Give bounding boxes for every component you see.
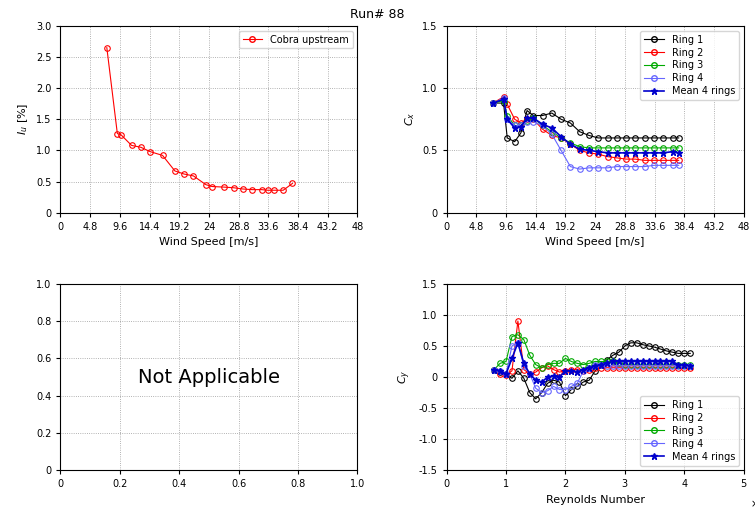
Legend: Cobra upstream: Cobra upstream: [239, 31, 353, 49]
X-axis label: Reynolds Number: Reynolds Number: [546, 495, 645, 505]
Y-axis label: $I_u$ [%]: $I_u$ [%]: [17, 103, 30, 135]
Legend: Ring 1, Ring 2, Ring 3, Ring 4, Mean 4 rings: Ring 1, Ring 2, Ring 3, Ring 4, Mean 4 r…: [640, 396, 739, 466]
Text: $\times\,10^5$: $\times\,10^5$: [750, 497, 755, 510]
X-axis label: Wind Speed [m/s]: Wind Speed [m/s]: [159, 237, 259, 247]
Legend: Ring 1, Ring 2, Ring 3, Ring 4, Mean 4 rings: Ring 1, Ring 2, Ring 3, Ring 4, Mean 4 r…: [640, 31, 739, 100]
X-axis label: Wind Speed [m/s]: Wind Speed [m/s]: [545, 237, 645, 247]
Y-axis label: $C_x$: $C_x$: [403, 112, 417, 127]
Text: Run# 88: Run# 88: [350, 8, 405, 21]
Y-axis label: $C_y$: $C_y$: [396, 370, 413, 384]
Text: Not Applicable: Not Applicable: [138, 368, 280, 387]
